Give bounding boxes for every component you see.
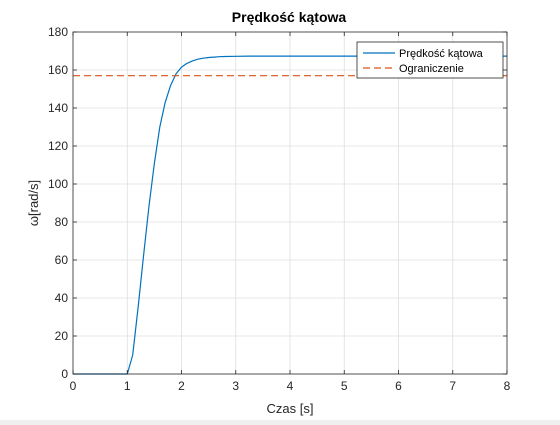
legend[interactable]: Prędkość kątowa Ograniczenie <box>356 41 504 79</box>
x-tick-label: 1 <box>124 379 131 393</box>
x-tick-label: 6 <box>395 379 402 393</box>
y-tick-label: 80 <box>55 215 69 229</box>
y-tick-label: 100 <box>48 177 68 191</box>
y-tick-label: 20 <box>55 329 69 343</box>
y-tick-label: 180 <box>48 25 68 39</box>
grid <box>73 32 507 374</box>
x-tick-label: 3 <box>232 379 239 393</box>
x-tick-label: 5 <box>341 379 348 393</box>
x-tick-label: 2 <box>178 379 185 393</box>
y-tick-label: 0 <box>61 367 68 381</box>
y-tick-label: 60 <box>55 253 69 267</box>
y-tick-label: 140 <box>48 101 68 115</box>
legend-label-0: Prędkość kątowa <box>399 48 484 60</box>
y-ticks: 0 20 40 60 80 100 120 140 160 180 <box>48 25 507 381</box>
legend-box <box>356 41 504 79</box>
y-tick-label: 40 <box>55 291 69 305</box>
y-tick-label: 160 <box>48 63 68 77</box>
legend-label-1: Ograniczenie <box>399 63 464 75</box>
x-tick-label: 0 <box>70 379 77 393</box>
plot-lines <box>73 55 507 375</box>
series-line-0 <box>73 55 507 375</box>
x-axis-label: Czas [s] <box>267 401 314 416</box>
x-ticks: 0 1 2 3 4 5 6 7 8 <box>70 32 511 393</box>
x-tick-label: 8 <box>504 379 511 393</box>
chart-title: Prędkość kątowa <box>232 9 347 25</box>
x-tick-label: 7 <box>449 379 456 393</box>
x-tick-label: 4 <box>287 379 294 393</box>
y-axis-label: ω[rad/s] <box>26 180 41 226</box>
y-tick-label: 120 <box>48 139 68 153</box>
